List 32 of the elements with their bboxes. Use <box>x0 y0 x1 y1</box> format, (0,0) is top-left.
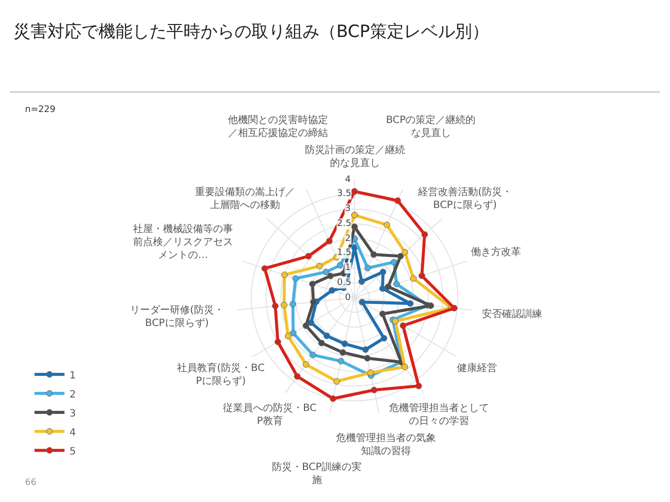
legend-label: 3 <box>70 408 76 420</box>
chart-subtitle: n=229 <box>25 105 56 115</box>
spoke-label: 防災・BCP訓練の実施 <box>272 461 362 486</box>
y-tick-label: 0.5 <box>337 278 352 288</box>
legend-label: 1 <box>70 370 76 382</box>
spoke-label: 経営改善活動(防災・BCPに限らず) <box>417 186 512 211</box>
y-tick-label: 1 <box>345 263 351 273</box>
spoke-label: 働き方改革 <box>471 246 521 258</box>
legend-label: 4 <box>70 427 76 438</box>
spoke-label: 健康経営 <box>457 362 497 374</box>
spoke-label: 重要設備類の嵩上げ／上層階への移動 <box>195 186 295 211</box>
spoke-label: リーダー研修(防災・BCPに限らず) <box>130 304 224 329</box>
spoke-label: 従業員への防災・BCP教育 <box>223 402 317 427</box>
spoke-label: 防災計画の策定／継続的な見直し <box>305 144 405 169</box>
spoke-label: BCPの策定／継続的な見直し <box>386 114 476 139</box>
spoke-label: 安否確認訓練 <box>482 308 542 320</box>
spoke-label: 危機管理担当者としての日々の学習 <box>389 402 489 427</box>
spoke-label: 社屋・機械設備等の事前点検／リスクアセスメントの… <box>133 223 233 261</box>
legend-label: 5 <box>70 446 76 458</box>
spoke-label: 社員教育(防災・BCPに限らず) <box>177 362 265 387</box>
text: 66 <box>25 478 37 488</box>
y-tick-label: 2 <box>345 234 351 244</box>
legend-label: 2 <box>70 389 76 400</box>
spoke-label: 危機管理担当者の気象知識の習得 <box>336 432 436 457</box>
chart-title: 災害対応で機能した平時からの取り組み（BCP策定レベル別） <box>13 22 489 42</box>
y-tick-label: 1.5 <box>337 248 352 258</box>
y-tick-label: 0 <box>345 293 351 303</box>
y-tick-label: 3 <box>345 204 351 214</box>
y-tick-label: 3.5 <box>337 189 352 199</box>
y-tick-label: 4 <box>345 175 351 185</box>
spoke-label: 他機関との災害時協定／相互応援協定の締結 <box>228 114 328 139</box>
y-tick-label: 2.5 <box>337 219 352 229</box>
